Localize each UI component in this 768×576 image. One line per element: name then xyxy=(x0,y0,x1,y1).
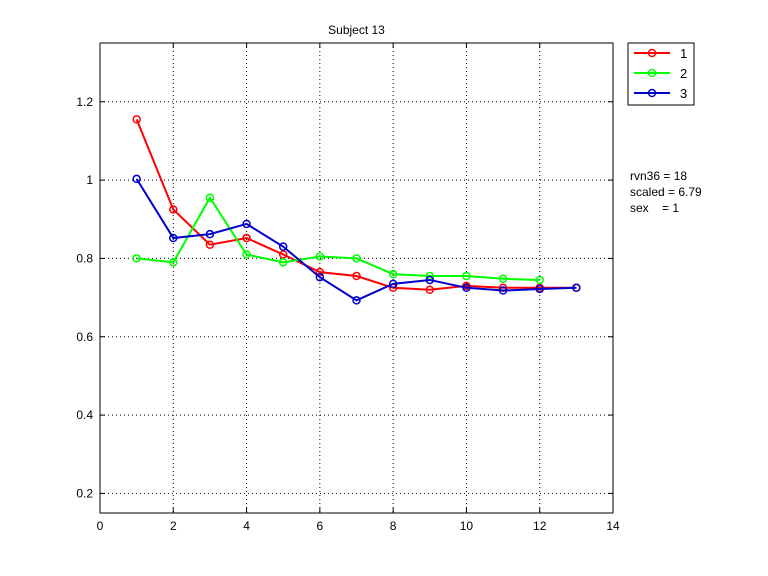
data-point xyxy=(169,205,178,214)
data-point xyxy=(132,174,141,184)
legend-label-3: 3 xyxy=(680,86,687,101)
legend-label-2: 2 xyxy=(680,66,687,81)
data-point xyxy=(535,284,544,294)
data-point xyxy=(205,193,215,202)
data-point xyxy=(315,252,325,261)
annotation-sex: sex = 1 xyxy=(630,201,679,215)
data-point xyxy=(205,240,215,249)
data-point xyxy=(352,254,361,263)
plot-area xyxy=(100,43,613,513)
data-point xyxy=(425,275,435,285)
data-point xyxy=(205,229,215,239)
legend-label-1: 1 xyxy=(680,46,687,61)
data-point xyxy=(462,271,471,281)
series-line-1 xyxy=(135,118,577,291)
chart-title: Subject 13 xyxy=(328,23,385,37)
y-tick-label: 0.4 xyxy=(76,408,93,422)
x-tick-label: 14 xyxy=(606,519,620,533)
data-point xyxy=(425,285,435,294)
data-point xyxy=(242,233,251,243)
data-point xyxy=(169,258,178,267)
x-tick-label: 10 xyxy=(460,519,474,533)
data-point xyxy=(278,242,288,251)
x-tick-label: 0 xyxy=(97,519,104,533)
x-tick-label: 12 xyxy=(533,519,547,533)
ticks: 0 2 4 6 8 10 12 14 0.2 0.4 0.6 0.8 1 1.2 xyxy=(76,43,620,533)
x-tick-label: 2 xyxy=(170,519,177,533)
x-tick-label: 8 xyxy=(390,519,397,533)
annotation-scaled: scaled = 6.79 xyxy=(630,185,702,199)
data-point xyxy=(535,275,544,285)
y-tick-label: 1 xyxy=(86,173,93,187)
data-point xyxy=(388,269,398,279)
series-line-2 xyxy=(136,195,540,281)
y-tick-label: 0.8 xyxy=(76,251,93,265)
data-point xyxy=(315,267,325,277)
annotation-rvn36: rvn36 = 18 xyxy=(630,169,687,183)
data-point xyxy=(498,274,508,284)
data-point xyxy=(242,250,251,259)
legend-marker-3 xyxy=(647,88,657,98)
x-tick-label: 4 xyxy=(243,519,250,533)
data-point xyxy=(242,219,251,229)
data-point xyxy=(315,272,325,282)
data-point xyxy=(132,115,141,124)
data-point xyxy=(132,254,141,263)
series-layer xyxy=(132,115,581,305)
data-point xyxy=(498,286,508,295)
data-point xyxy=(462,283,471,293)
data-point xyxy=(352,271,361,281)
legend: 1 2 3 xyxy=(627,42,695,106)
series-line-3 xyxy=(135,178,577,302)
legend-marker-2 xyxy=(647,68,657,78)
x-tick-label: 6 xyxy=(317,519,324,533)
data-point xyxy=(352,296,361,305)
y-tick-label: 0.6 xyxy=(76,330,93,344)
y-tick-label: 0.2 xyxy=(76,486,93,500)
series-3 xyxy=(132,174,581,305)
series-1 xyxy=(132,115,581,294)
data-point xyxy=(278,250,288,259)
data-point xyxy=(278,258,288,267)
data-point xyxy=(572,283,581,293)
data-point xyxy=(169,233,178,243)
series-2 xyxy=(132,193,544,285)
y-tick-label: 1.2 xyxy=(76,95,93,109)
axes-box xyxy=(99,42,614,514)
legend-marker-1 xyxy=(647,48,657,58)
annotations: rvn36 = 18 scaled = 6.79 sex = 1 xyxy=(630,169,702,215)
data-point xyxy=(388,279,398,289)
